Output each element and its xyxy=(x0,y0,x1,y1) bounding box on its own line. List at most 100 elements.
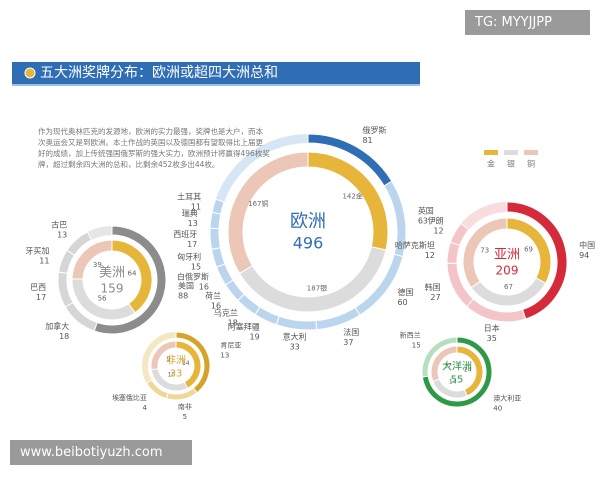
country-name: 中国 xyxy=(579,240,595,250)
country-value: 94 xyxy=(579,251,589,260)
medal-segment xyxy=(150,340,177,371)
medal-segment xyxy=(462,217,508,289)
continent-name: 亚洲 xyxy=(494,247,520,262)
country-value: 16 xyxy=(211,302,221,311)
medal-segment xyxy=(227,151,309,275)
country-value: 12 xyxy=(433,226,443,235)
continent-total: 55 xyxy=(451,375,464,386)
country-segment xyxy=(215,263,234,286)
country-name: 埃塞俄比亚 xyxy=(112,393,147,402)
country-value: 18 xyxy=(59,332,69,341)
country-segment xyxy=(57,271,74,308)
continent-name: 大洋洲 xyxy=(442,360,472,373)
country-name: 德国 xyxy=(397,287,413,297)
continent-name: 欧洲 xyxy=(290,211,326,232)
country-name: 阿塞拜疆 xyxy=(228,321,260,331)
country-value: 17 xyxy=(187,240,197,249)
continent-total: 209 xyxy=(496,264,519,278)
country-name: 俄罗斯 xyxy=(362,125,386,135)
medal-segment xyxy=(430,345,458,383)
legend-label: 银 xyxy=(507,159,515,169)
country-name: 意大利 xyxy=(283,332,307,342)
continent-name: 非洲 xyxy=(166,355,186,367)
country-value: 16 xyxy=(199,283,209,292)
country-value: 27 xyxy=(430,293,440,302)
country-value: 15 xyxy=(412,342,421,350)
title-underline xyxy=(12,84,420,86)
title-band xyxy=(12,62,420,84)
country-name: 瑞典 xyxy=(182,208,198,218)
country-segment xyxy=(211,198,225,215)
country-name: 法国 xyxy=(343,327,359,337)
medal-label: 187银 xyxy=(307,283,327,292)
medal-segment xyxy=(71,239,113,280)
country-name: 日本 xyxy=(484,323,500,333)
medal-label: 17 xyxy=(444,362,452,369)
country-name: 白俄罗斯 xyxy=(177,272,209,282)
watermark: TG: MYYJJPP xyxy=(465,10,590,35)
country-value: 35 xyxy=(487,334,497,343)
medal-label: 73 xyxy=(480,247,489,255)
medal-label: 14 xyxy=(182,360,190,367)
country-value: 40 xyxy=(493,404,502,412)
country-segment xyxy=(449,222,470,247)
medal-label: 10 xyxy=(168,371,176,378)
medal-label: 69 xyxy=(524,245,533,253)
country-name: 加拿大 xyxy=(45,321,69,331)
country-name: 土耳其 xyxy=(177,192,201,202)
medal-label: 64 xyxy=(128,270,137,278)
country-value: 19 xyxy=(250,332,260,341)
legend-label: 金 xyxy=(487,159,495,169)
country-name: 肯尼亚 xyxy=(220,341,241,350)
country-name: 韩国 xyxy=(425,282,441,292)
country-value: 11 xyxy=(191,203,201,212)
medal-label: 56 xyxy=(98,294,107,302)
country-name: 南非 xyxy=(178,402,192,411)
country-value: 60 xyxy=(397,298,407,307)
country-segment xyxy=(275,315,318,331)
country-name: 英国 xyxy=(418,205,434,215)
medal-label: 167铜 xyxy=(248,199,268,208)
country-name: 哈萨克斯坦 xyxy=(395,240,435,250)
country-value: 5 xyxy=(183,413,187,421)
country-name: 古巴 xyxy=(51,220,67,230)
medal-label: 9 xyxy=(167,356,171,363)
country-name: 澳大利亚 xyxy=(493,393,521,402)
country-segment xyxy=(209,211,222,230)
country-value: 13 xyxy=(57,231,67,240)
continent-total: 33 xyxy=(170,369,183,380)
country-segment xyxy=(210,247,226,268)
country-name: 美国 xyxy=(178,281,194,291)
country-value: 17 xyxy=(36,293,46,302)
country-value: 81 xyxy=(362,136,372,145)
watermark: www.beibotiyuzh.com xyxy=(10,440,192,465)
medal-label: 67 xyxy=(504,283,513,291)
country-name: 荷兰 xyxy=(205,291,221,301)
title: 五大洲奖牌分布：欧洲或超四大洲总和 xyxy=(40,64,278,81)
legend-label: 铜 xyxy=(527,159,535,169)
country-name: 乌克兰 xyxy=(214,308,238,318)
country-segment xyxy=(421,336,458,378)
country-value: 13 xyxy=(220,352,229,360)
country-value: 33 xyxy=(290,343,300,352)
country-value: 4 xyxy=(142,404,147,412)
country-value: 63 xyxy=(418,216,428,225)
country-name: 牙买加 xyxy=(25,246,49,256)
description: 作为现代奥林匹克的发源地，欧洲的实力最强，奖牌也是大户，而本次奥运会又是到欧洲。… xyxy=(38,127,270,169)
medal-label: 14 xyxy=(449,379,457,386)
country-segment xyxy=(446,241,461,264)
country-value: 37 xyxy=(343,338,353,347)
medal-label: 39 xyxy=(93,261,102,269)
country-segment xyxy=(66,231,93,256)
country-value: 13 xyxy=(188,219,198,228)
medal-label: 142金 xyxy=(342,192,362,201)
country-name: 巴西 xyxy=(30,283,46,292)
country-value: 12 xyxy=(425,251,435,260)
continent-total: 496 xyxy=(293,234,324,253)
country-value: 18 xyxy=(228,319,238,328)
country-name: 西班牙 xyxy=(173,229,197,239)
medal-icon xyxy=(24,67,36,79)
legend-swatch xyxy=(504,150,518,155)
